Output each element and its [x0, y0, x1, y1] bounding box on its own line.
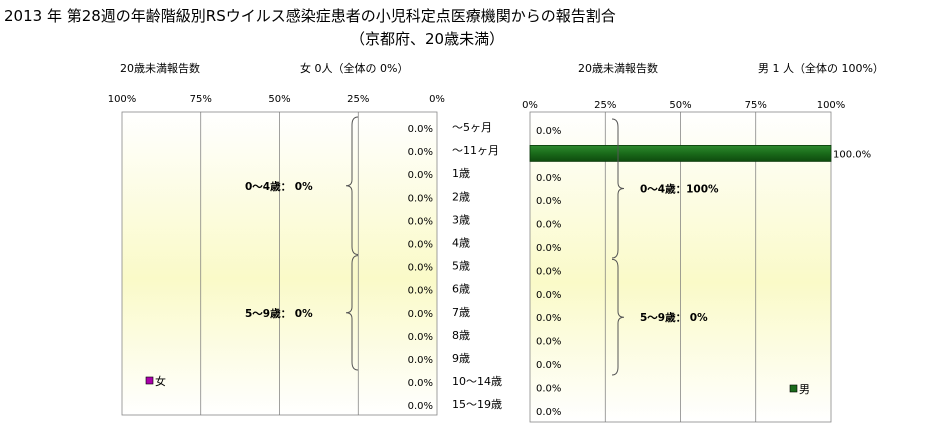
bar: [529, 144, 832, 162]
category-label: 9歳: [452, 352, 470, 365]
group-brace: [611, 258, 625, 376]
category-label: 5歳: [452, 260, 470, 273]
x-tick-label: 0%: [522, 100, 538, 111]
x-tick-label: 25%: [594, 100, 616, 111]
group-brace: [611, 118, 625, 259]
chart-subtitle: （京都府、20歳未満）: [350, 30, 504, 48]
category-label: ～5ヶ月: [452, 121, 492, 134]
category-label: 1歳: [452, 167, 470, 180]
panel-header-label: 20歳未満報告数: [120, 62, 200, 75]
legend-label: 男: [799, 383, 810, 396]
data-label: 0.0%: [408, 401, 433, 412]
x-tick-label: 50%: [669, 100, 691, 111]
group-brace: [345, 116, 359, 255]
x-tick-label: 50%: [268, 94, 290, 105]
group-label: 5～9歳： 0%: [640, 311, 708, 324]
data-label: 0.0%: [408, 263, 433, 274]
group-label: 5～9歳： 0%: [245, 307, 313, 320]
data-label: 0.0%: [408, 240, 433, 251]
data-label: 0.0%: [536, 220, 561, 231]
category-label: 15～19歳: [452, 398, 502, 411]
legend-swatch: [145, 376, 154, 385]
category-label: 4歳: [452, 237, 470, 250]
x-tick-label: 75%: [745, 100, 767, 111]
group-brace: [345, 255, 359, 371]
data-label: 0.0%: [536, 266, 561, 277]
data-label: 0.0%: [536, 173, 561, 184]
data-label: 0.0%: [408, 147, 433, 158]
category-label: 6歳: [452, 283, 470, 296]
data-label: 0.0%: [408, 309, 433, 320]
data-label: 0.0%: [408, 193, 433, 204]
x-tick-label: 75%: [190, 94, 212, 105]
category-label: ～11ヶ月: [452, 144, 499, 157]
data-label: 0.0%: [408, 286, 433, 297]
data-label: 0.0%: [536, 383, 561, 394]
data-label: 0.0%: [408, 332, 433, 343]
category-label: 10～14歳: [452, 375, 502, 388]
category-label: 3歳: [452, 213, 470, 226]
group-label: 0～4歳： 0%: [245, 180, 313, 193]
data-label: 0.0%: [536, 337, 561, 348]
data-label: 100.0%: [833, 149, 871, 160]
panel-header-summary: 女 0人（全体の 0%）: [300, 61, 408, 75]
data-label: 0.0%: [536, 407, 561, 418]
category-label: 8歳: [452, 329, 470, 342]
panel-header-summary: 男 1 人（全体の 100%）: [758, 61, 884, 75]
group-label: 0～4歳：100%: [640, 183, 719, 196]
data-label: 0.0%: [536, 243, 561, 254]
panel-header-label: 20歳未満報告数: [578, 62, 658, 75]
chart-title: 2013 年 第28週の年齢階級別RSウイルス感染症患者の小児科定点医療機関から…: [4, 7, 616, 25]
data-label: 0.0%: [536, 290, 561, 301]
chart-panel-male: 20歳未満報告数 男 1 人（全体の 100%） 0% 25% 50% 75% 100% 0.…: [522, 61, 884, 423]
x-tick-label: 25%: [347, 94, 369, 105]
data-label: 0.0%: [536, 126, 561, 137]
x-tick-label: 0%: [429, 94, 445, 105]
data-label: 0.0%: [536, 196, 561, 207]
x-tick-label: 100%: [108, 94, 137, 105]
data-label: 0.0%: [408, 216, 433, 227]
data-label: 0.0%: [408, 124, 433, 135]
category-label: 2歳: [452, 190, 470, 203]
x-tick-label: 100%: [817, 100, 846, 111]
data-label: 0.0%: [536, 313, 561, 324]
legend-swatch: [789, 384, 798, 393]
chart-panel-female: 20歳未満報告数 女 0人（全体の 0%） 100% 75% 50% 25% 0% 0.0% ～…: [108, 61, 502, 416]
data-label: 0.0%: [408, 355, 433, 366]
legend-label: 女: [155, 374, 166, 388]
data-label: 0.0%: [408, 170, 433, 181]
data-label: 0.0%: [408, 378, 433, 389]
category-label: 7歳: [452, 306, 470, 319]
data-label: 0.0%: [536, 360, 561, 371]
